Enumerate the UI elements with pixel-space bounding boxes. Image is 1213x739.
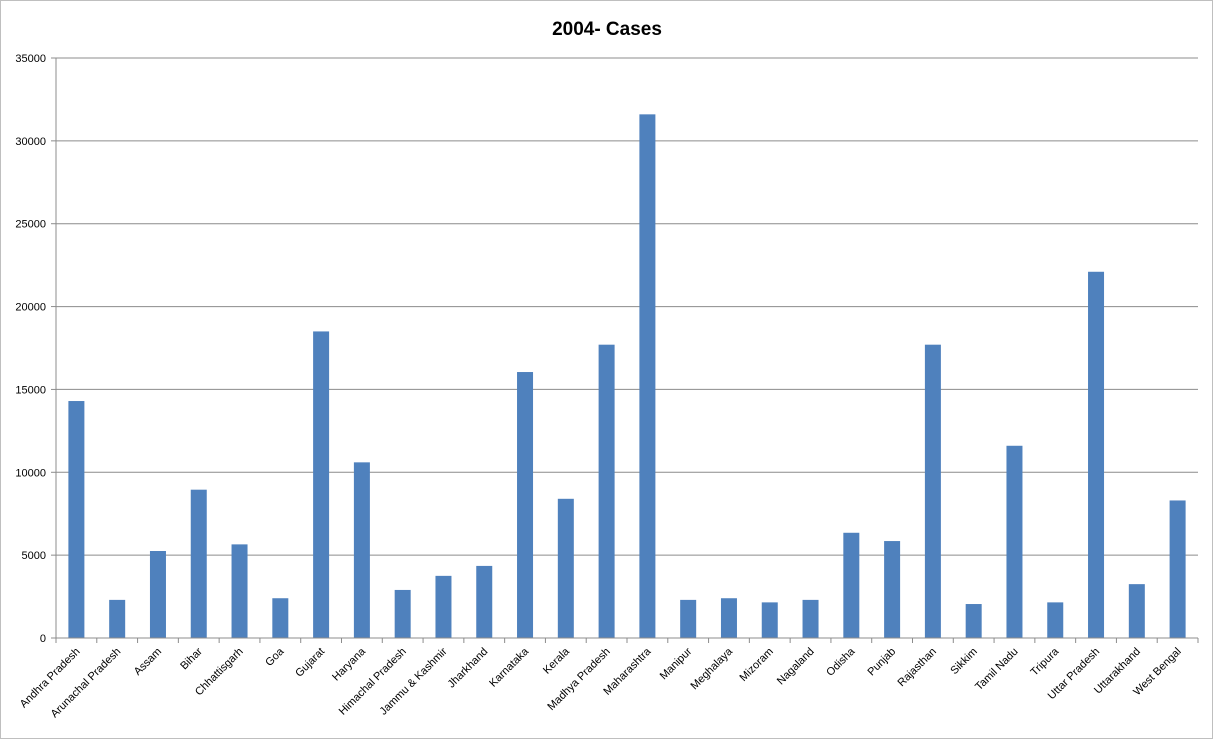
bar-7 — [353, 462, 370, 638]
bar-6 — [313, 331, 330, 638]
bar-14 — [639, 114, 656, 639]
bar-13 — [598, 344, 615, 638]
x-tick-label: Tripura — [1029, 645, 1062, 678]
y-tick-label: 25000 — [15, 219, 46, 231]
bar-12 — [557, 498, 574, 638]
bar-26 — [1128, 584, 1145, 638]
bar-0 — [68, 401, 85, 638]
bar-21 — [924, 344, 941, 638]
bar-3 — [190, 489, 207, 638]
y-tick-label: 20000 — [15, 302, 46, 314]
bar-2 — [149, 551, 166, 638]
bar-4 — [231, 544, 248, 638]
bar-9 — [435, 575, 452, 638]
y-tick-label: 30000 — [15, 136, 46, 148]
x-tick-label: Haryana — [330, 645, 369, 684]
bar-1 — [109, 599, 126, 638]
axes — [55, 58, 1198, 639]
gridlines — [56, 57, 1198, 556]
bar-20 — [884, 541, 901, 638]
bar-11 — [517, 372, 534, 638]
x-tick-label: Sikkim — [948, 646, 979, 677]
x-tick-label: Karnataka — [487, 645, 532, 690]
bars — [68, 114, 1186, 639]
bar-17 — [761, 602, 778, 638]
bar-5 — [272, 598, 289, 638]
bar-27 — [1169, 500, 1186, 638]
x-tick-label: Goa — [263, 645, 287, 669]
x-tick-label: Mizoram — [738, 646, 776, 684]
x-tick-label: Bihar — [178, 645, 205, 672]
bar-18 — [802, 599, 819, 638]
x-tick-label: Rajasthan — [895, 646, 939, 690]
x-tick-label: Assam — [132, 646, 164, 678]
chart-title: 2004- Cases — [552, 19, 662, 40]
bar-16 — [720, 598, 737, 638]
bar-8 — [394, 589, 411, 638]
bar-19 — [843, 532, 860, 638]
x-tick-label: Nagaland — [775, 646, 817, 688]
y-tick-label: 35000 — [15, 53, 46, 65]
y-tick-label: 15000 — [15, 384, 46, 396]
x-tick-label: Manipur — [658, 645, 695, 682]
x-tick-label: Arunachal Pradesh — [49, 646, 124, 721]
x-tick-label: Gujarat — [293, 646, 327, 680]
bar-10 — [476, 565, 493, 638]
x-tick-label: Jharkhand — [446, 646, 491, 691]
x-tick-label: Punjab — [866, 646, 899, 679]
x-tick-label: Tamil Nadu — [973, 646, 1020, 693]
bar-24 — [1047, 602, 1064, 638]
bar-23 — [1006, 445, 1023, 638]
x-tick-label: Kerala — [541, 645, 573, 677]
bar-22 — [965, 604, 982, 638]
y-tick-label: 10000 — [15, 467, 46, 479]
x-tick-label: Odisha — [824, 645, 858, 679]
y-tick-label: 0 — [40, 633, 46, 645]
bar-15 — [680, 599, 697, 638]
y-axis-ticks: 0 5000 10000 15000 20000 25000 30000 35000 — [15, 53, 56, 645]
x-tick-label: Meghalaya — [689, 645, 736, 692]
y-tick-label: 5000 — [22, 550, 46, 562]
bar-25 — [1088, 271, 1105, 638]
